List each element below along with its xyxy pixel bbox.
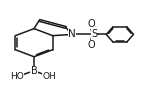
Text: HO: HO — [10, 72, 24, 81]
Text: S: S — [91, 29, 97, 39]
Text: O: O — [87, 40, 95, 50]
Text: B: B — [31, 66, 37, 76]
Text: N: N — [68, 29, 76, 39]
Text: OH: OH — [43, 72, 56, 81]
Text: O: O — [87, 19, 95, 29]
